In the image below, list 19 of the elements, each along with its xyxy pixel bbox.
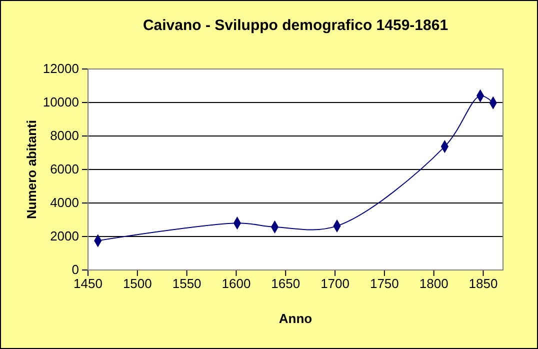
x-tick-label: 1650: [271, 276, 300, 292]
x-tick-label: 1700: [320, 276, 350, 292]
y-tick-label: 12000: [42, 61, 79, 76]
y-tick-label: 0: [72, 262, 79, 278]
x-tick-label: 1800: [419, 276, 448, 292]
y-tick-label: 10000: [42, 94, 79, 110]
chart-title: Caivano - Sviluppo demografico 1459-1861: [142, 17, 448, 34]
x-tick-label: 1600: [222, 276, 251, 292]
x-axis-title: Anno: [278, 311, 312, 326]
x-tick-label: 1450: [74, 276, 102, 292]
y-tick-label: 2000: [50, 228, 79, 244]
y-tick-label: 4000: [50, 195, 79, 210]
y-tick-label: 6000: [50, 162, 79, 177]
x-tick-label: 1550: [172, 276, 202, 292]
x-tick-label: 1750: [370, 276, 399, 292]
x-tick-label: 1850: [468, 276, 498, 292]
y-tick-label: 8000: [50, 128, 79, 144]
x-tick-label: 1500: [122, 276, 152, 292]
y-axis-title: Numero abitanti: [24, 120, 39, 219]
